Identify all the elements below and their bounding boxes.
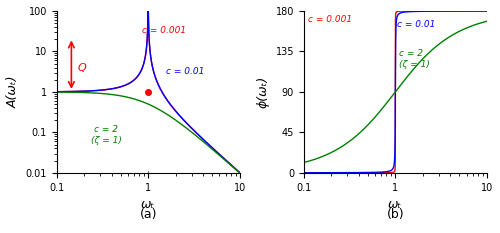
Text: c = 0.001: c = 0.001 xyxy=(308,15,352,24)
X-axis label: ωₜ: ωₜ xyxy=(388,198,402,211)
Y-axis label: A(ωₜ): A(ωₜ) xyxy=(7,76,20,108)
Y-axis label: ϕ(ωₜ): ϕ(ωₜ) xyxy=(257,76,270,108)
X-axis label: ωₜ: ωₜ xyxy=(141,198,156,211)
Text: c = 2
(ζ = 1): c = 2 (ζ = 1) xyxy=(91,125,122,145)
Text: c = 0.01: c = 0.01 xyxy=(166,67,204,76)
Text: c = 0.001: c = 0.001 xyxy=(142,26,186,35)
Text: c = 0.01: c = 0.01 xyxy=(398,20,436,29)
Text: c = 2
(ζ = 1): c = 2 (ζ = 1) xyxy=(399,49,430,69)
Text: (a): (a) xyxy=(140,208,157,221)
Text: $Q$: $Q$ xyxy=(77,61,87,74)
Text: (b): (b) xyxy=(386,208,404,221)
